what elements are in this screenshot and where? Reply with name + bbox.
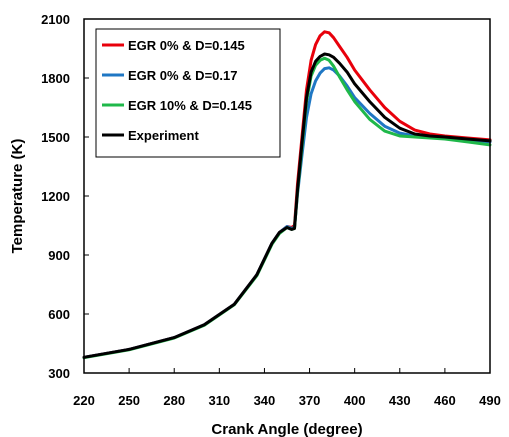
x-axis-title: Crank Angle (degree) [211, 421, 362, 437]
legend-label: EGR 0% & D=0.17 [128, 68, 237, 83]
y-axis-title: Temperature (K) [9, 139, 26, 254]
x-tick-label: 370 [299, 393, 321, 408]
series-line-4 [82, 52, 492, 359]
legend-box [95, 28, 281, 158]
x-tick-label: 400 [344, 393, 366, 408]
x-tick-label: 280 [163, 393, 185, 408]
legend: EGR 0% & D=0.145 EGR 0% & D=0.17 EGR 10% &… [95, 28, 281, 158]
y-tick-label: 2100 [41, 12, 70, 27]
x-tick-label: 340 [254, 393, 276, 408]
x-tick-label: 220 [73, 393, 95, 408]
series-layer [82, 30, 492, 360]
legend-label: Experiment [128, 128, 199, 143]
y-tick-label: 600 [48, 307, 70, 322]
x-tick-label: 490 [479, 393, 501, 408]
y-axis-ticks: 300 600 900 1200 1500 1800 2100 [41, 12, 89, 381]
x-tick-label: 430 [389, 393, 411, 408]
x-tick-label: 460 [434, 393, 456, 408]
x-tick-label: 250 [118, 393, 140, 408]
y-tick-label: 1500 [41, 130, 70, 145]
x-axis-ticks: 220 250 280 310 340 370 400 430 460 490 [73, 368, 501, 408]
legend-label: EGR 10% & D=0.145 [128, 98, 252, 113]
x-tick-label: 310 [208, 393, 230, 408]
y-tick-label: 1200 [41, 189, 70, 204]
y-tick-label: 900 [48, 248, 70, 263]
legend-label: EGR 0% & D=0.145 [128, 38, 245, 53]
y-tick-label: 300 [48, 366, 70, 381]
y-tick-label: 1800 [41, 71, 70, 86]
